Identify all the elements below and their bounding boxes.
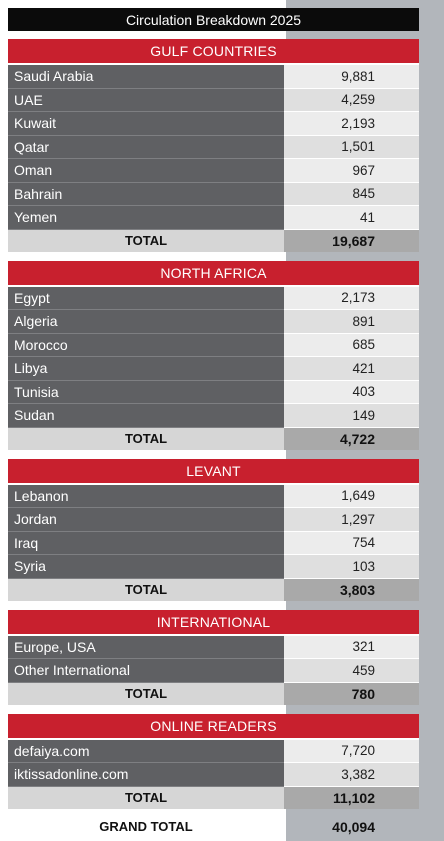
row-value: 1,297 [284, 508, 419, 532]
section: GULF COUNTRIES Saudi Arabia 9,881 UAE 4,259 K… [8, 39, 419, 252]
total-label: TOTAL [8, 229, 284, 252]
row-label: Syria [8, 555, 284, 579]
row-value: 2,193 [284, 112, 419, 136]
row-label: Kuwait [8, 112, 284, 136]
row-value: 9,881 [284, 65, 419, 89]
section-header: LEVANT [8, 458, 419, 485]
row-value: 403 [284, 380, 419, 404]
row-label: defaiya.com [8, 739, 284, 763]
row-value: 1,501 [284, 135, 419, 159]
table-row: Tunisia 403 [8, 380, 419, 404]
row-label: iktissadonline.com [8, 763, 284, 787]
total-value: 4,722 [284, 427, 419, 450]
section-total-row: TOTAL 11,102 [8, 786, 419, 809]
row-label: Qatar [8, 135, 284, 159]
total-value: 19,687 [284, 229, 419, 252]
row-value: 754 [284, 531, 419, 555]
section-total-row: TOTAL 3,803 [8, 578, 419, 601]
row-value: 4,259 [284, 88, 419, 112]
row-label: Saudi Arabia [8, 65, 284, 89]
row-value: 459 [284, 659, 419, 683]
row-label: Lebanon [8, 484, 284, 508]
total-value: 780 [284, 682, 419, 705]
sections-container: GULF COUNTRIES Saudi Arabia 9,881 UAE 4,259 K… [8, 39, 419, 809]
section: NORTH AFRICA Egypt 2,173 Algeria 891 Morocco 6… [8, 260, 419, 450]
row-value: 103 [284, 555, 419, 579]
section-header: ONLINE READERS [8, 713, 419, 740]
row-value: 41 [284, 206, 419, 230]
table-row: Jordan 1,297 [8, 508, 419, 532]
circulation-table: Circulation Breakdown 2025 GULF COUNTRIE… [8, 8, 419, 839]
table-row: iktissadonline.com 3,382 [8, 763, 419, 787]
row-label: Morocco [8, 333, 284, 357]
total-label: TOTAL [8, 578, 284, 601]
row-value: 421 [284, 357, 419, 381]
row-label: Oman [8, 159, 284, 183]
table-row: Algeria 891 [8, 310, 419, 334]
section-header: GULF COUNTRIES [8, 39, 419, 65]
row-value: 7,720 [284, 739, 419, 763]
grand-total-label: GRAND TOTAL [99, 819, 193, 834]
total-value: 3,803 [284, 578, 419, 601]
section-header: NORTH AFRICA [8, 260, 419, 287]
row-label: Other International [8, 659, 284, 683]
grand-total-row: GRAND TOTAL 40,094 [8, 815, 419, 839]
row-label: Libya [8, 357, 284, 381]
table-title: Circulation Breakdown 2025 [8, 8, 419, 31]
row-value: 891 [284, 310, 419, 334]
row-label: Sudan [8, 404, 284, 428]
table-row: Kuwait 2,193 [8, 112, 419, 136]
table-row: Libya 421 [8, 357, 419, 381]
table-row: Morocco 685 [8, 333, 419, 357]
total-value: 11,102 [284, 786, 419, 809]
table-row: Saudi Arabia 9,881 [8, 65, 419, 89]
table-row: Yemen 41 [8, 206, 419, 230]
table-row: UAE 4,259 [8, 88, 419, 112]
table-row: Bahrain 845 [8, 182, 419, 206]
table-row: Iraq 754 [8, 531, 419, 555]
row-label: Europe, USA [8, 635, 284, 659]
row-label: Iraq [8, 531, 284, 555]
row-value: 967 [284, 159, 419, 183]
table-row: Oman 967 [8, 159, 419, 183]
total-label: TOTAL [8, 682, 284, 705]
row-label: Algeria [8, 310, 284, 334]
row-value: 2,173 [284, 286, 419, 310]
row-value: 321 [284, 635, 419, 659]
table-row: Qatar 1,501 [8, 135, 419, 159]
row-value: 685 [284, 333, 419, 357]
section: LEVANT Lebanon 1,649 Jordan 1,297 Iraq 754 Syri… [8, 458, 419, 601]
section: INTERNATIONAL Europe, USA 321 Other Interna… [8, 609, 419, 705]
section-total-row: TOTAL 4,722 [8, 427, 419, 450]
row-label: Jordan [8, 508, 284, 532]
table-row: defaiya.com 7,720 [8, 739, 419, 763]
section-header: INTERNATIONAL [8, 609, 419, 636]
grand-total-value: 40,094 [332, 818, 375, 835]
table-row: Lebanon 1,649 [8, 484, 419, 508]
table-row: Sudan 149 [8, 404, 419, 428]
row-value: 845 [284, 182, 419, 206]
row-value: 149 [284, 404, 419, 428]
row-label: Yemen [8, 206, 284, 230]
total-label: TOTAL [8, 427, 284, 450]
section: ONLINE READERS defaiya.com 7,720 iktissadon… [8, 713, 419, 809]
row-label: Bahrain [8, 182, 284, 206]
table-row: Syria 103 [8, 555, 419, 579]
row-label: Tunisia [8, 380, 284, 404]
total-label: TOTAL [8, 786, 284, 809]
row-value: 1,649 [284, 484, 419, 508]
row-value: 3,382 [284, 763, 419, 787]
section-total-row: TOTAL 19,687 [8, 229, 419, 252]
section-total-row: TOTAL 780 [8, 682, 419, 705]
table-row: Egypt 2,173 [8, 286, 419, 310]
table-row: Europe, USA 321 [8, 635, 419, 659]
row-label: UAE [8, 88, 284, 112]
row-label: Egypt [8, 286, 284, 310]
table-row: Other International 459 [8, 659, 419, 683]
